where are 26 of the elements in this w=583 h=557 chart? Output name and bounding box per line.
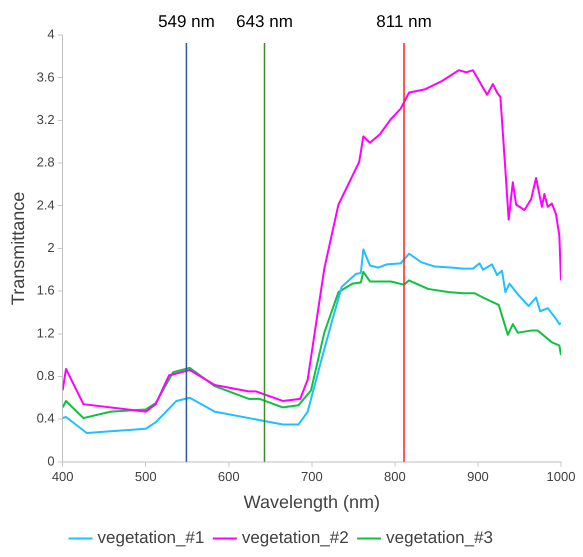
legend-label: vegetation_#1 (98, 528, 204, 548)
y-tick-label: 0.8 (36, 368, 55, 384)
y-tick-label: 3.6 (36, 69, 55, 84)
y-tick-label: 3.2 (36, 112, 55, 127)
x-tick-label: 700 (300, 469, 323, 484)
x-tick-label: 800 (384, 469, 406, 484)
y-tick-label: 2.4 (36, 197, 55, 212)
ref-line-label: 811 nm (376, 12, 432, 32)
x-tick-label: 500 (134, 469, 157, 484)
y-tick-label: 1.2 (36, 325, 55, 340)
legend-label: vegetation_#2 (242, 528, 349, 548)
ref-line-label: 643 nm (236, 12, 293, 32)
y-tick-label: 0.4 (36, 410, 55, 426)
x-tick-label: 900 (467, 469, 489, 484)
y-tick-label: 2.8 (36, 154, 55, 170)
y-tick-label: 2 (47, 240, 55, 255)
y-tick-label: 0 (47, 453, 55, 468)
x-axis-title: Wavelength (nm) (244, 492, 380, 512)
ref-line-label: 549 nm (158, 12, 215, 32)
y-tick-label: 1.6 (36, 282, 55, 298)
x-tick-label: 1000 (546, 469, 576, 484)
legend-label: vegetation_#3 (386, 528, 493, 548)
y-axis-title: Transmittance (8, 192, 28, 306)
y-tick-label: 4 (47, 26, 55, 42)
x-tick-label: 400 (52, 469, 74, 484)
x-tick-label: 600 (218, 469, 240, 484)
